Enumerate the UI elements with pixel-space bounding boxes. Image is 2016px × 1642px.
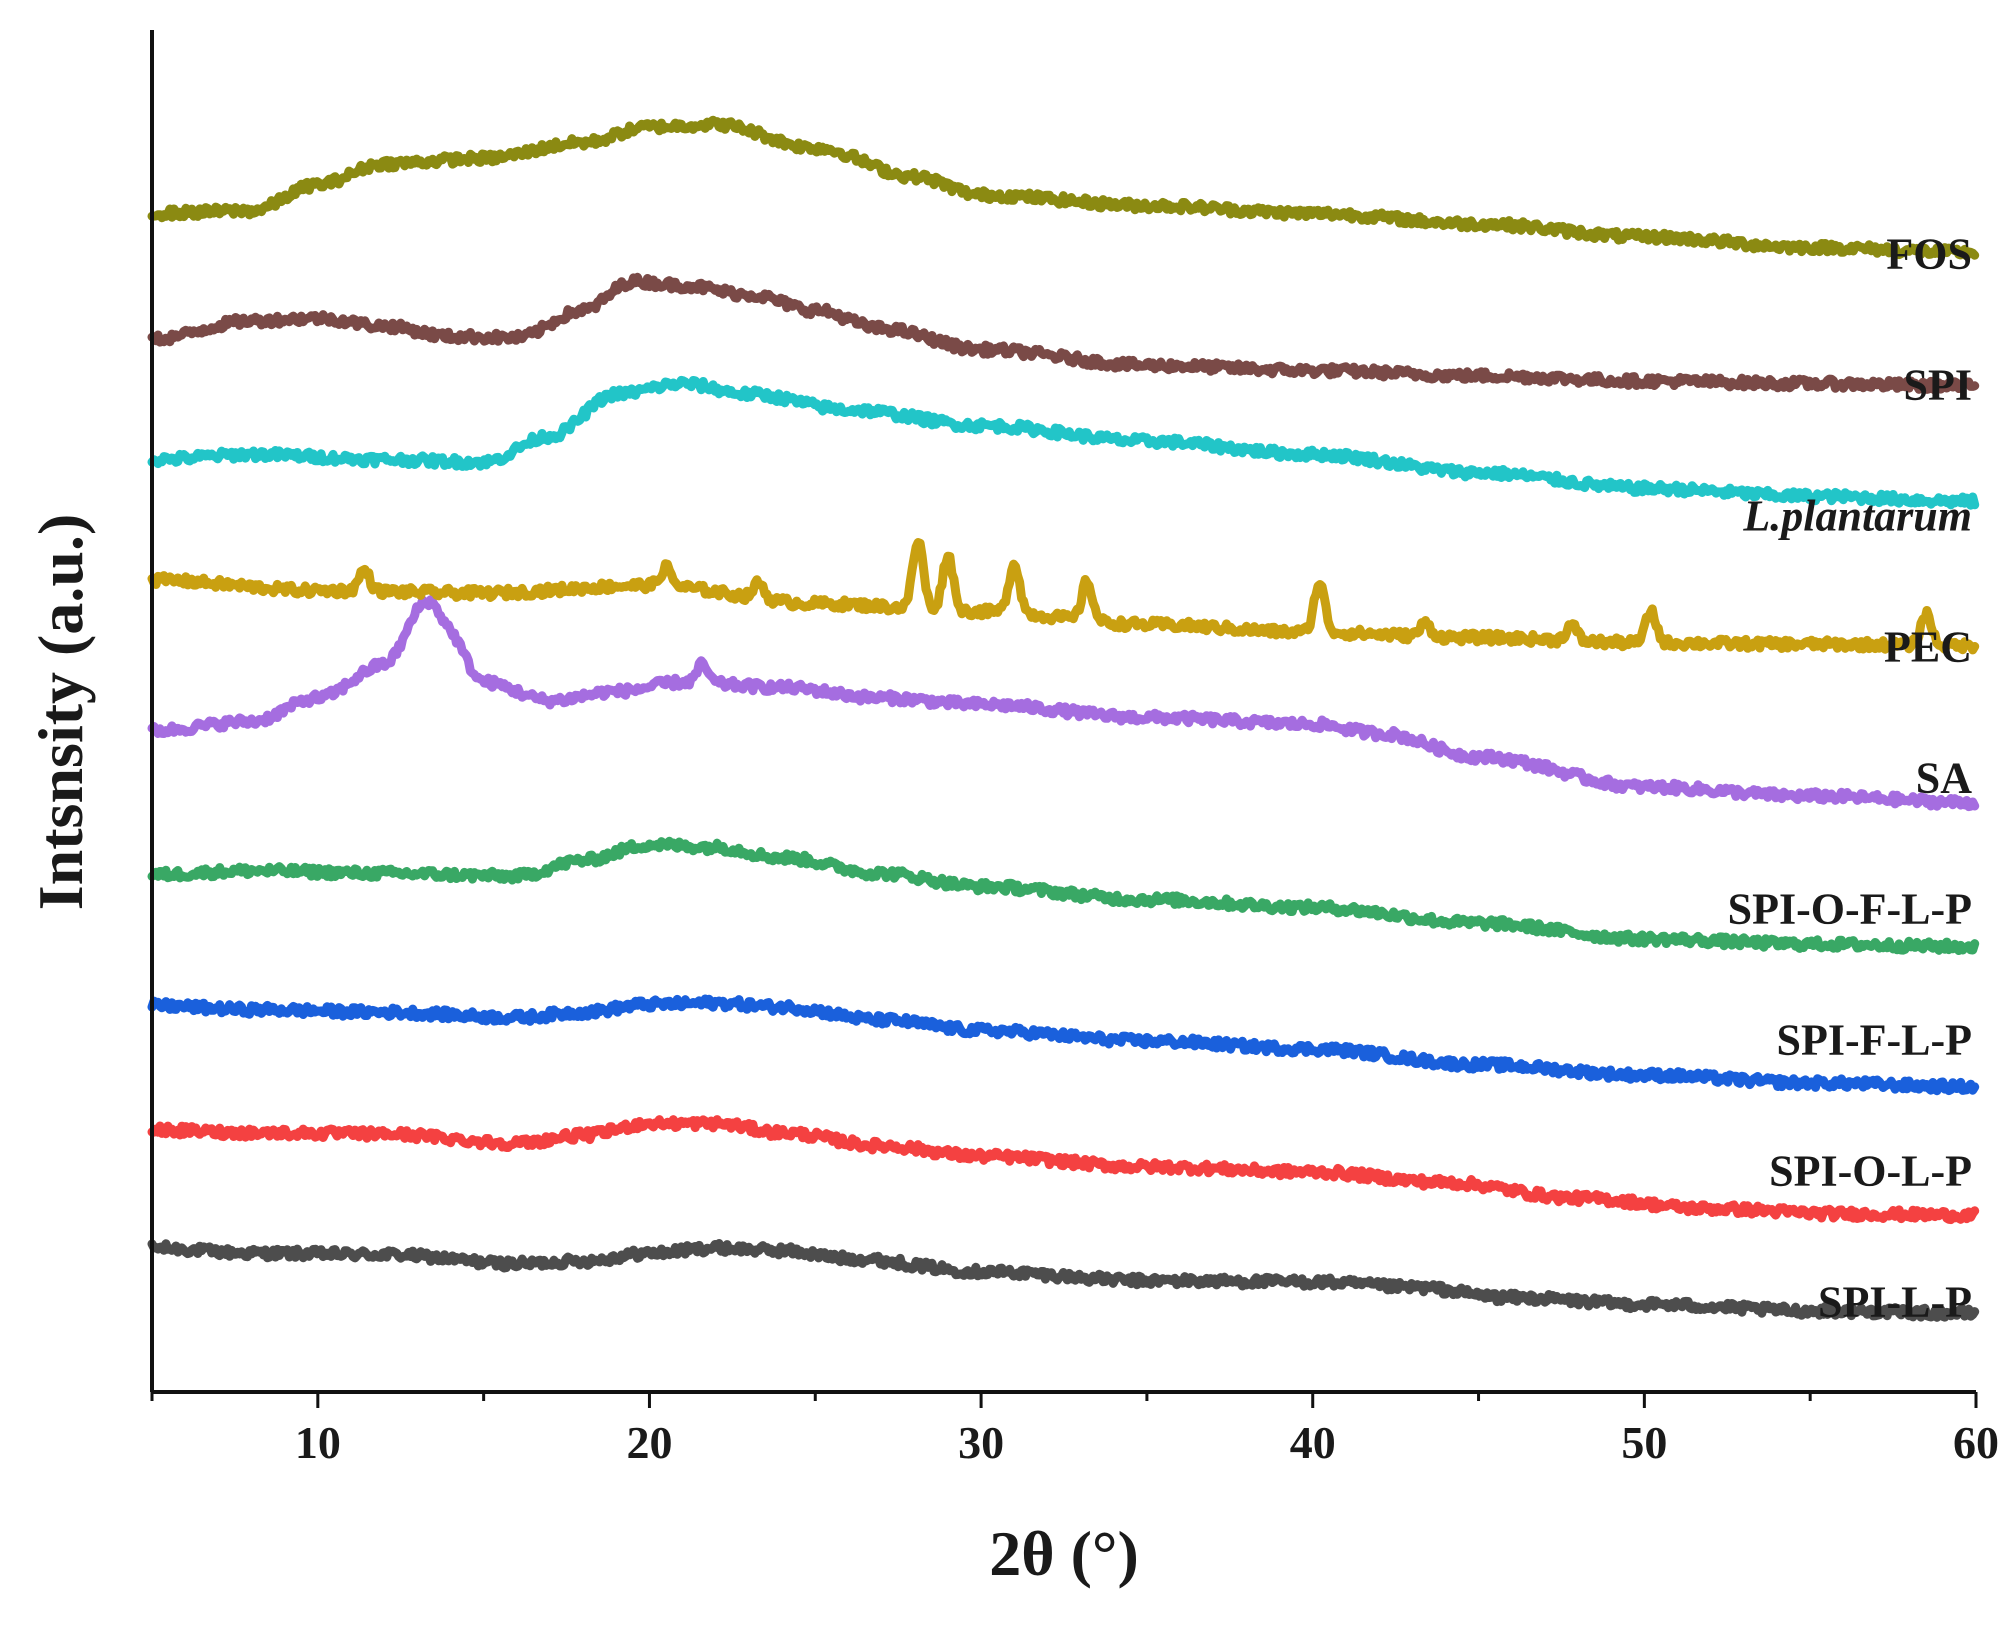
series-label-spi-f-l-p: SPI-F-L-P (1776, 1015, 1972, 1064)
x-tick-label-60: 60 (1953, 1417, 1999, 1468)
series-label-fos: FOS (1886, 230, 1972, 279)
x-tick-layer: 10 20 30 40 50 60 (150, 1392, 1999, 1468)
series-label-spi-o-f-l-p: SPI-O-F-L-P (1728, 884, 1972, 933)
series-label-pec: PEC (1884, 623, 1972, 672)
y-axis-title: Intsnsity (a.u.) (25, 514, 96, 911)
series-label-l-plantarum: L.plantarum (1742, 492, 1972, 541)
series-line-sa (147, 595, 1980, 812)
series-line-pec (147, 538, 1980, 655)
series-line-spi-o-l-p (147, 1115, 1980, 1225)
series-layer (147, 115, 1980, 1322)
series-label-sa: SA (1916, 753, 1972, 802)
series-line-l-plantarum (147, 375, 1980, 510)
series-line-spi-f-l-p (147, 994, 1980, 1096)
series-line-spi-o-f-l-p (147, 836, 1980, 955)
axis-layer (150, 30, 1976, 1394)
series-label-spi-l-p: SPI-L-P (1818, 1277, 1972, 1326)
x-tick-label-50: 50 (1621, 1417, 1667, 1468)
series-label-layer: SPI-L-P SPI-O-L-P SPI-F-L-P SPI-O-F-L-P SA PE… (1728, 230, 1973, 1327)
series-line-spi-l-p (147, 1239, 1980, 1322)
x-tick-label-40: 40 (1290, 1417, 1336, 1468)
series-label-spi-o-l-p: SPI-O-L-P (1769, 1146, 1972, 1195)
series-label-spi: SPI (1904, 361, 1972, 410)
x-tick-label-10: 10 (295, 1417, 341, 1468)
x-tick-label-30: 30 (958, 1417, 1004, 1468)
series-line-fos (147, 115, 1980, 261)
series-line-spi (147, 272, 1980, 395)
x-tick-label-20: 20 (626, 1417, 672, 1468)
x-axis-title: 2θ (°) (989, 1518, 1139, 1589)
